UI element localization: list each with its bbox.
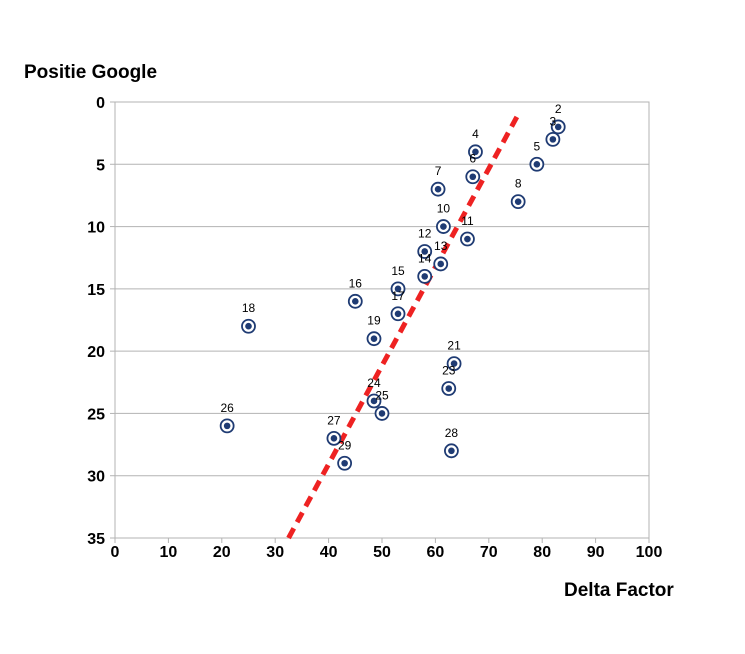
- data-point: [450, 360, 458, 367]
- data-point: [445, 385, 453, 392]
- data-point: [533, 160, 541, 168]
- data-point: [448, 447, 455, 455]
- data-label: 15: [391, 264, 405, 278]
- data-label: 6: [469, 152, 476, 166]
- data-label: 19: [367, 314, 381, 328]
- data-point: [330, 435, 338, 442]
- y-tick-label: 10: [87, 220, 105, 237]
- x-tick-label: 0: [111, 544, 120, 561]
- y-tick-label: 20: [87, 344, 105, 361]
- x-tick-label: 60: [427, 544, 445, 561]
- data-point: [378, 410, 386, 417]
- data-label: 2: [555, 102, 562, 116]
- data-point: [437, 260, 445, 268]
- data-point: [469, 173, 477, 181]
- data-label: 3: [550, 114, 557, 128]
- data-label: 27: [327, 413, 341, 427]
- data-point: [370, 335, 378, 342]
- data-label: 17: [391, 289, 405, 303]
- data-label: 12: [418, 226, 432, 240]
- data-label: 26: [220, 401, 234, 415]
- y-tick-label: 5: [96, 157, 105, 174]
- data-point: [421, 248, 429, 255]
- data-point: [472, 148, 479, 156]
- y-tick-label: 15: [87, 282, 105, 299]
- x-tick-label: 70: [480, 544, 498, 561]
- data-label: 23: [442, 364, 456, 378]
- data-label: 8: [515, 177, 522, 191]
- x-tick-label: 20: [213, 544, 231, 561]
- data-point: [514, 198, 522, 205]
- x-tick-label: 100: [636, 544, 663, 561]
- data-label: 25: [375, 388, 389, 402]
- data-point: [554, 123, 562, 131]
- data-label: 14: [418, 251, 432, 265]
- data-label: 7: [435, 164, 442, 178]
- data-label: 28: [445, 426, 459, 440]
- data-point: [245, 322, 252, 330]
- y-tick-label: 30: [87, 469, 105, 486]
- data-label: 5: [534, 139, 541, 153]
- data-point: [434, 185, 442, 193]
- y-tick-label: 35: [87, 531, 105, 548]
- data-point: [352, 298, 359, 305]
- data-label: 18: [242, 301, 256, 315]
- data-label: 16: [349, 276, 363, 290]
- x-tick-label: 90: [587, 544, 605, 561]
- x-tick-label: 10: [160, 544, 178, 561]
- data-point: [549, 136, 557, 143]
- data-label: 11: [461, 214, 474, 228]
- data-point: [341, 459, 348, 467]
- data-label: 10: [437, 202, 451, 216]
- y-tick-label: 25: [87, 406, 105, 423]
- x-tick-label: 80: [533, 544, 551, 561]
- data-point: [464, 235, 471, 243]
- y-axis-label: Positie Google: [24, 62, 158, 83]
- plot-border: [114, 101, 650, 539]
- data-label: 4: [472, 127, 479, 141]
- data-label: 13: [434, 239, 448, 253]
- y-tick-label: 0: [96, 95, 105, 112]
- x-tick-label: 30: [266, 544, 284, 561]
- data-point: [394, 310, 402, 318]
- data-label: 24: [367, 376, 381, 390]
- data-point: [440, 223, 447, 230]
- data-label: 29: [338, 438, 352, 452]
- x-tick-label: 50: [373, 544, 391, 561]
- data-point: [394, 285, 402, 293]
- x-axis-label: Delta Factor: [564, 580, 674, 601]
- data-point: [421, 273, 429, 280]
- data-point: [370, 397, 378, 405]
- data-label: 21: [447, 339, 461, 353]
- trend-line: [286, 113, 521, 540]
- data-point: [223, 422, 231, 430]
- x-tick-label: 40: [320, 544, 338, 561]
